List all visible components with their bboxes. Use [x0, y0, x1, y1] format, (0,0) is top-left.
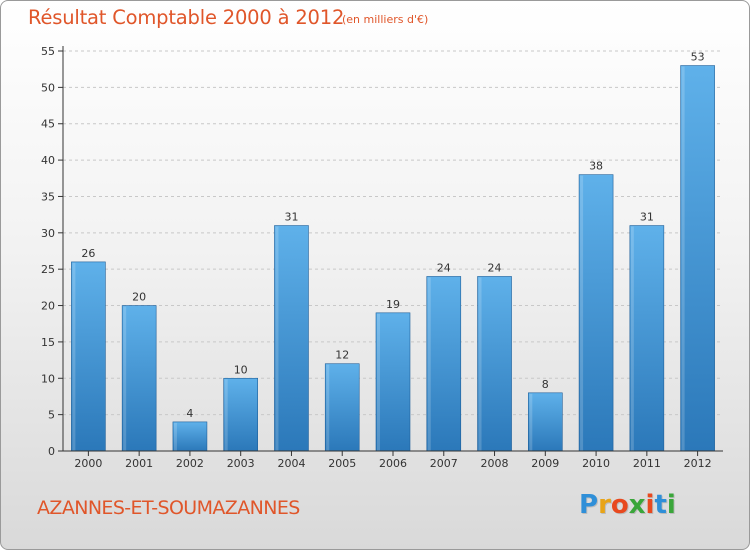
y-tick-label: 35 — [41, 190, 55, 203]
x-tick-label: 2001 — [125, 457, 153, 470]
y-tick-label: 15 — [41, 336, 55, 349]
bar-2004 — [274, 225, 309, 452]
y-tick-label: 5 — [48, 409, 55, 422]
x-tick-label: 2010 — [582, 457, 610, 470]
x-tick-label: 2011 — [633, 457, 661, 470]
bar-2000 — [71, 261, 106, 452]
commune-name: AZANNES-ET-SOUMAZANNES — [37, 497, 300, 519]
brand-letter: t — [654, 490, 667, 520]
value-label: 38 — [589, 160, 603, 173]
bar-highlight — [326, 364, 330, 451]
labels: 0 5 10 15 20 25 30 35 40 45 50 55 26 2000 20 2001 4 2002 1… — [41, 45, 712, 470]
value-label: 53 — [691, 51, 705, 64]
x-tick-label: 2000 — [74, 457, 102, 470]
x-tick-label: 2009 — [531, 457, 559, 470]
x-tick-label: 2008 — [481, 457, 509, 470]
value-label: 26 — [81, 247, 95, 260]
value-label: 8 — [542, 378, 549, 391]
bar-highlight — [681, 66, 685, 451]
y-tick-label: 20 — [41, 300, 55, 313]
value-label: 4 — [186, 407, 193, 420]
value-label: 31 — [284, 211, 298, 224]
bar-highlight — [173, 422, 177, 451]
y-tick-label: 40 — [41, 154, 55, 167]
bar-highlight — [377, 313, 380, 451]
x-tick-label: 2006 — [379, 457, 407, 470]
y-tick-label: 25 — [41, 263, 55, 276]
value-label: 31 — [640, 211, 654, 224]
y-tick-label: 10 — [41, 372, 55, 385]
brand-letter: o — [610, 490, 629, 520]
y-tick-label: 55 — [41, 45, 55, 58]
bar-2009 — [528, 392, 563, 452]
bar-2010 — [578, 174, 614, 452]
bar-highlight — [275, 226, 279, 451]
y-tick-label: 50 — [41, 81, 55, 94]
brand-letter: i — [645, 490, 655, 520]
y-tick-label: 0 — [48, 445, 55, 458]
x-tick-label: 2007 — [430, 457, 458, 470]
x-tick-label: 2003 — [227, 457, 255, 470]
value-label: 12 — [335, 349, 349, 362]
bar-highlight — [580, 175, 584, 452]
bar-highlight — [427, 277, 431, 451]
bar-highlight — [224, 379, 228, 451]
value-label: 20 — [132, 291, 146, 304]
brand-letter: i — [666, 490, 676, 520]
x-tick-label: 2004 — [277, 457, 305, 470]
bar-2012 — [680, 65, 715, 452]
bar-2005 — [324, 363, 360, 452]
brand-letter: x — [628, 490, 646, 520]
brand-logo: Proxiti — [579, 490, 676, 520]
bar-2006 — [375, 312, 411, 452]
bar-2008 — [477, 276, 512, 452]
value-label: 10 — [234, 363, 248, 376]
value-label: 24 — [437, 261, 451, 274]
bar-highlight — [529, 393, 533, 451]
axes — [58, 46, 723, 456]
bar-2001 — [121, 305, 157, 452]
brand-letter: P — [579, 490, 599, 520]
bar-highlight — [72, 262, 76, 451]
x-tick-label: 2002 — [176, 457, 204, 470]
bar-highlight — [630, 226, 634, 451]
y-tick-label: 30 — [41, 227, 55, 240]
bar-highlight — [478, 277, 482, 451]
bar-2007 — [426, 276, 462, 452]
bar-2003 — [223, 377, 258, 452]
x-tick-label: 2012 — [684, 457, 712, 470]
chart-subtitle: (en milliers d'€) — [342, 13, 429, 26]
y-tick-label: 45 — [41, 118, 55, 131]
chart-title: Résultat Comptable 2000 à 2012 — [28, 6, 345, 29]
bars — [71, 65, 715, 452]
bar-2011 — [629, 225, 665, 452]
brand-letter: r — [598, 490, 611, 520]
bar-2002 — [172, 421, 208, 452]
value-label: 19 — [386, 298, 400, 311]
x-tick-label: 2005 — [328, 457, 356, 470]
value-label: 24 — [488, 261, 502, 274]
bar-highlight — [123, 306, 127, 451]
